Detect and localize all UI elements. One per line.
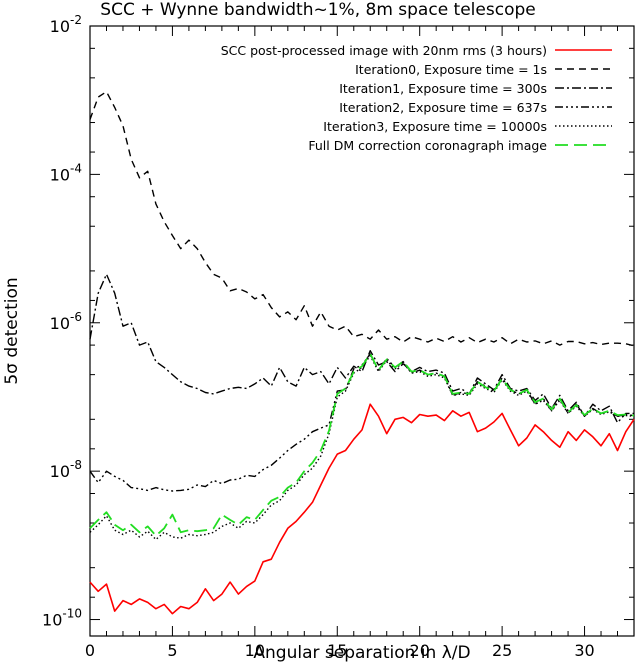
x-tick-label: 0 <box>85 641 95 660</box>
legend-label: Iteration1, Exposure time = 300s <box>339 81 547 96</box>
legend-label: Full DM correction coronagraph image <box>308 138 547 153</box>
chart-title: SCC + Wynne bandwidth~1%, 8m space teles… <box>100 0 536 20</box>
y-tick-label: 10-10 <box>42 607 82 630</box>
x-tick-label: 15 <box>327 641 347 660</box>
y-tick-label: 10-6 <box>50 310 82 333</box>
legend-label: SCC post-processed image with 20nm rms (… <box>221 43 547 58</box>
y-tick-label: 10-4 <box>50 161 82 184</box>
y-axis-label: 5σ detection <box>2 277 22 384</box>
legend-label: Iteration3, Exposure time = 10000s <box>323 119 547 134</box>
x-tick-label: 5 <box>167 641 177 660</box>
legend-label: Iteration0, Exposure time = 1s <box>355 62 547 77</box>
x-tick-label: 20 <box>410 641 430 660</box>
y-tick-label: 10-8 <box>50 458 82 481</box>
series-line <box>89 90 635 347</box>
series-line <box>89 273 634 424</box>
y-tick-label: 10-2 <box>50 13 82 36</box>
legend-label: Iteration2, Exposure time = 637s <box>339 100 547 115</box>
plot-frame <box>89 25 635 637</box>
x-axis-label: Angular separation in λ/D <box>253 643 470 663</box>
x-tick-label: 30 <box>574 641 594 660</box>
series-line <box>89 403 635 615</box>
x-tick-label: 10 <box>245 641 265 660</box>
series-line <box>89 352 635 537</box>
series-line <box>89 355 635 541</box>
x-tick-label: 25 <box>492 641 512 660</box>
